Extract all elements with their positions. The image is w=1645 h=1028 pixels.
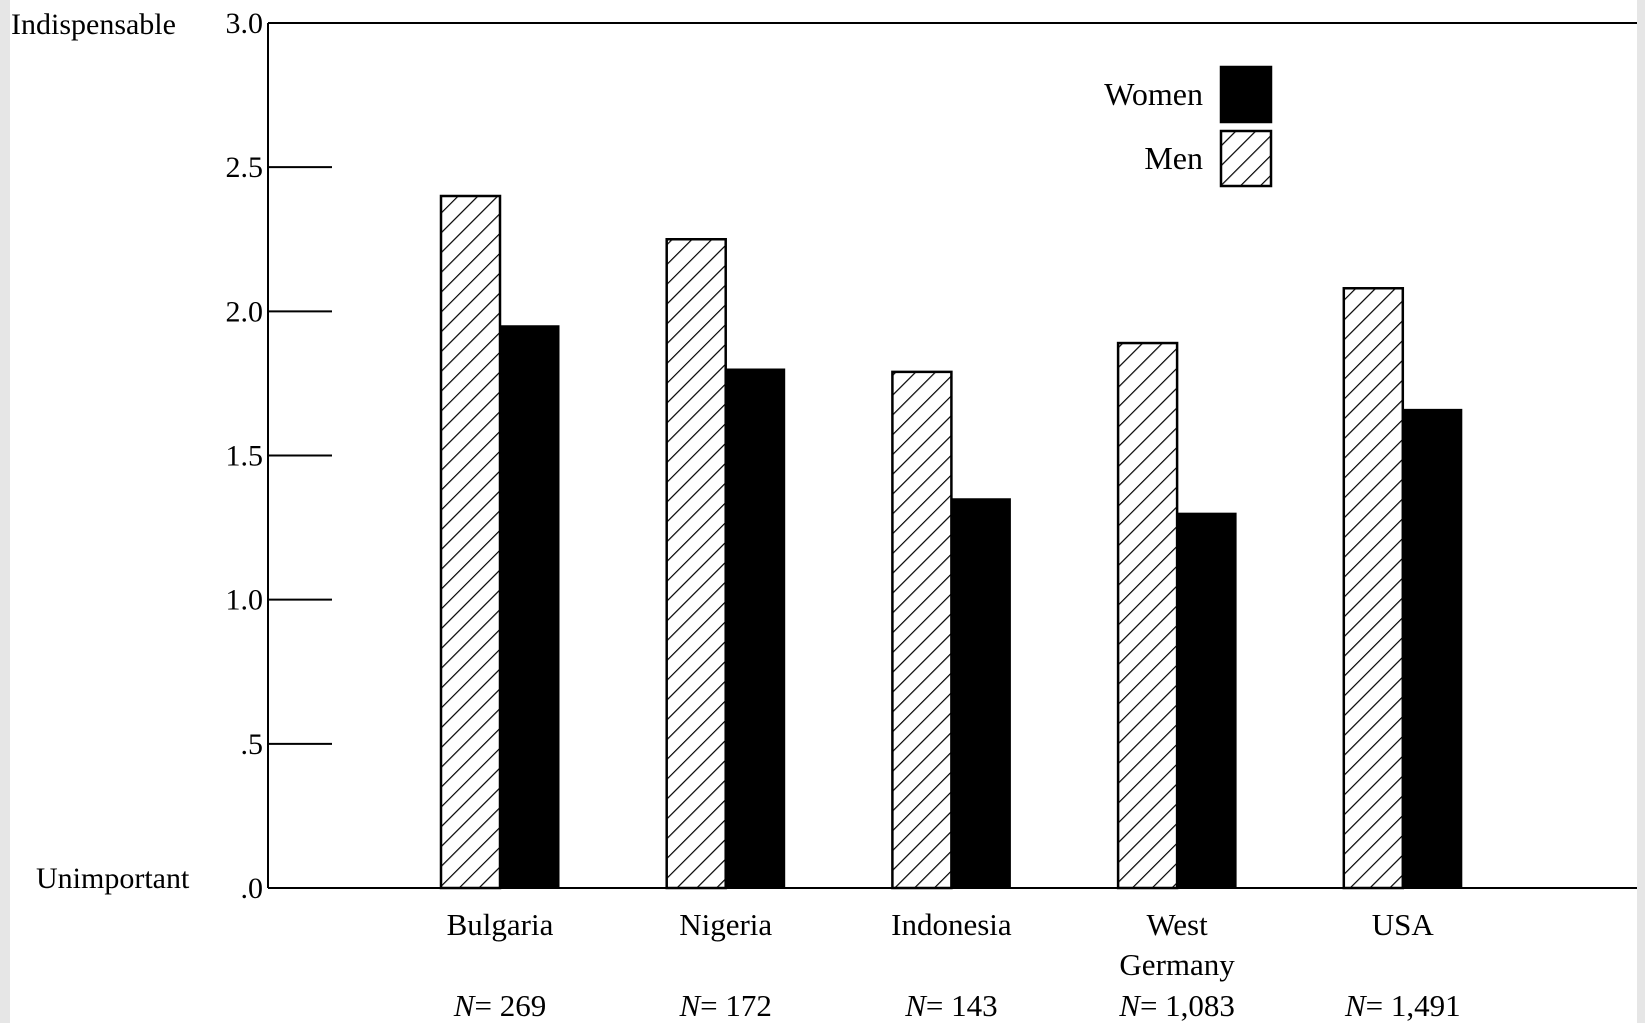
bar-women-west-germany: [1176, 512, 1237, 889]
bar-men-bulgaria: [439, 194, 502, 890]
bars: [439, 194, 1463, 890]
bar-women-bulgaria: [499, 325, 560, 889]
legend-label-men: Men: [1144, 140, 1203, 176]
sample-size-symbol: N: [453, 988, 477, 1023]
sample-size-value: = 1,083: [1140, 988, 1235, 1023]
bar-men-usa: [1342, 287, 1405, 890]
category-label-usa: USA: [1372, 907, 1435, 942]
bar-men-indonesia: [891, 370, 953, 890]
bar-women-usa: [1402, 408, 1463, 889]
y-tick-label: 1.0: [226, 584, 264, 617]
y-tick-label: 2.0: [226, 295, 264, 328]
sample-size-nigeria: N= 172: [678, 988, 771, 1023]
bar-men-west-germany: [1116, 341, 1179, 890]
legend-label-women: Women: [1104, 76, 1203, 112]
bar-men-nigeria: [665, 238, 727, 890]
category-label-west-germany: West: [1146, 907, 1208, 942]
sample-size-symbol: N: [1344, 988, 1368, 1023]
legend-swatch-men: [1219, 129, 1273, 188]
y-tick-label: 2.5: [226, 151, 264, 184]
category-label-bulgaria: Bulgaria: [447, 907, 554, 942]
sample-size-indonesia: N= 143: [904, 988, 997, 1023]
y-bottom-anchor-label: Unimportant: [36, 862, 190, 895]
y-top-anchor-label: Indispensable: [11, 8, 176, 41]
left-frame-strip: [0, 0, 10, 1023]
sample-size-value: = 269: [474, 988, 546, 1023]
legend-swatch-women: [1219, 65, 1273, 124]
legend: Women Men: [1104, 65, 1273, 188]
sample-size-value: = 172: [700, 988, 772, 1023]
category-label-indonesia: Indonesia: [891, 907, 1012, 942]
sample-size-west-germany: N= 1,083: [1118, 988, 1235, 1023]
category-label-west-germany: Germany: [1119, 947, 1235, 982]
bar-women-nigeria: [725, 368, 786, 889]
right-frame-strip: [1637, 0, 1645, 1023]
sample-size-usa: N= 1,491: [1344, 988, 1461, 1023]
y-tick-label: 1.5: [226, 440, 264, 473]
category-label-nigeria: Nigeria: [679, 907, 772, 942]
sample-size-symbol: N: [904, 988, 928, 1023]
y-tick-label: .0: [241, 872, 264, 905]
sample-size-symbol: N: [1118, 988, 1142, 1023]
sample-size-value: = 1,491: [1366, 988, 1461, 1023]
sample-size-symbol: N: [678, 988, 702, 1023]
bar-women-indonesia: [950, 498, 1011, 889]
y-axis: .0 .5 1.0 1.5 2.0 2.5 3.0 Indispensable Unimport…: [11, 7, 332, 905]
sample-size-bulgaria: N= 269: [453, 988, 546, 1023]
y-tick-label: 3.0: [226, 7, 264, 40]
sample-size-value: = 143: [926, 988, 998, 1023]
y-tick-label: .5: [241, 728, 264, 761]
